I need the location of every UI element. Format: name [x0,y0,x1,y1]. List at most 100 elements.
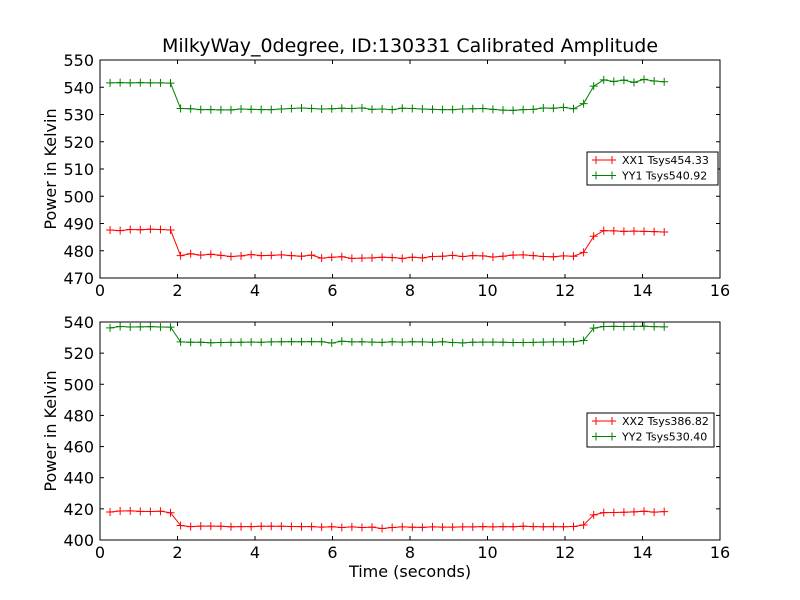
data-point [226,105,235,114]
data-point [357,337,366,346]
data-point [317,254,326,263]
legend: XX1 Tsys454.33 YY1 Tsys540.92 [586,151,719,186]
y-tick-label: 520 [63,344,94,363]
data-point [116,507,125,516]
data-point [559,251,568,260]
data-point [559,103,568,112]
data-point [569,104,578,113]
data-point [287,104,296,113]
data-point [640,322,649,331]
data-point [347,254,356,263]
data-point [468,104,477,113]
data-point [156,225,165,234]
data-point [156,322,165,331]
data-point [337,104,346,113]
data-point [468,338,477,347]
data-point [237,251,246,260]
data-point [478,522,487,531]
data-point [368,338,377,347]
data-point [297,103,306,112]
x-tick-label: 2 [172,281,182,300]
data-point [579,248,588,257]
data-point [146,225,155,234]
data-point [408,104,417,113]
data-point [660,77,669,86]
data-point [347,104,356,113]
y-tick-label: 440 [63,469,94,488]
data-point [196,522,205,531]
data-point [176,251,185,260]
data-point [549,522,558,531]
data-point [458,252,467,261]
x-tick-label: 6 [327,543,337,562]
data-point [458,105,467,114]
data-point [539,103,548,112]
y-tick-label: 500 [63,187,94,206]
data-point [519,105,528,114]
data-point [509,251,518,260]
legend-marker [608,156,616,164]
data-point [307,104,316,113]
legend-item: YY1 Tsys540.92 [592,170,707,183]
data-point [277,250,286,259]
data-point [116,322,125,331]
data-point [539,522,548,531]
data-point [196,105,205,114]
data-point [166,508,175,517]
data-point [378,105,387,114]
y-tick-label: 520 [63,133,94,152]
data-point [136,507,145,516]
data-point [156,507,165,516]
data-point [357,254,366,263]
data-point [166,79,175,88]
data-point [126,78,135,87]
data-point [619,227,628,236]
data-point [488,338,497,347]
data-point [428,105,437,114]
y-tick-label: 530 [63,106,94,125]
data-point [609,508,618,517]
data-point [206,105,215,114]
x-tick-label: 14 [632,543,652,562]
y-tick-label: 460 [63,438,94,457]
data-point [398,254,407,263]
data-point [448,105,457,114]
legend-item: XX1 Tsys454.33 [592,154,709,167]
data-point [116,226,125,235]
data-point [428,338,437,347]
data-point [106,78,115,87]
data-point [609,226,618,235]
data-point [629,227,638,236]
data-point [519,250,528,259]
legend-label: XX1 Tsys454.33 [622,154,709,167]
data-point [186,249,195,258]
y-tick-label: 480 [63,242,94,261]
data-point [619,76,628,85]
data-point [650,76,659,85]
data-point [317,105,326,114]
x-tick-label: 10 [477,281,497,300]
y-tick-label: 550 [63,51,94,70]
data-point [267,522,276,531]
data-point [448,338,457,347]
data-point [297,337,306,346]
data-point [257,105,266,114]
data-point [247,338,256,347]
data-point [488,105,497,114]
data-point [317,523,326,532]
data-point [619,508,628,517]
data-point [640,507,649,516]
data-point [579,99,588,108]
data-point [287,337,296,346]
series-2 [106,75,669,115]
data-point [499,106,507,115]
data-point [448,251,457,260]
data-point [357,103,366,112]
data-point [186,104,195,113]
data-point [579,521,588,530]
data-point [216,338,225,347]
data-point [609,77,618,86]
data-point [388,105,397,114]
y-tick-label: 490 [63,215,94,234]
